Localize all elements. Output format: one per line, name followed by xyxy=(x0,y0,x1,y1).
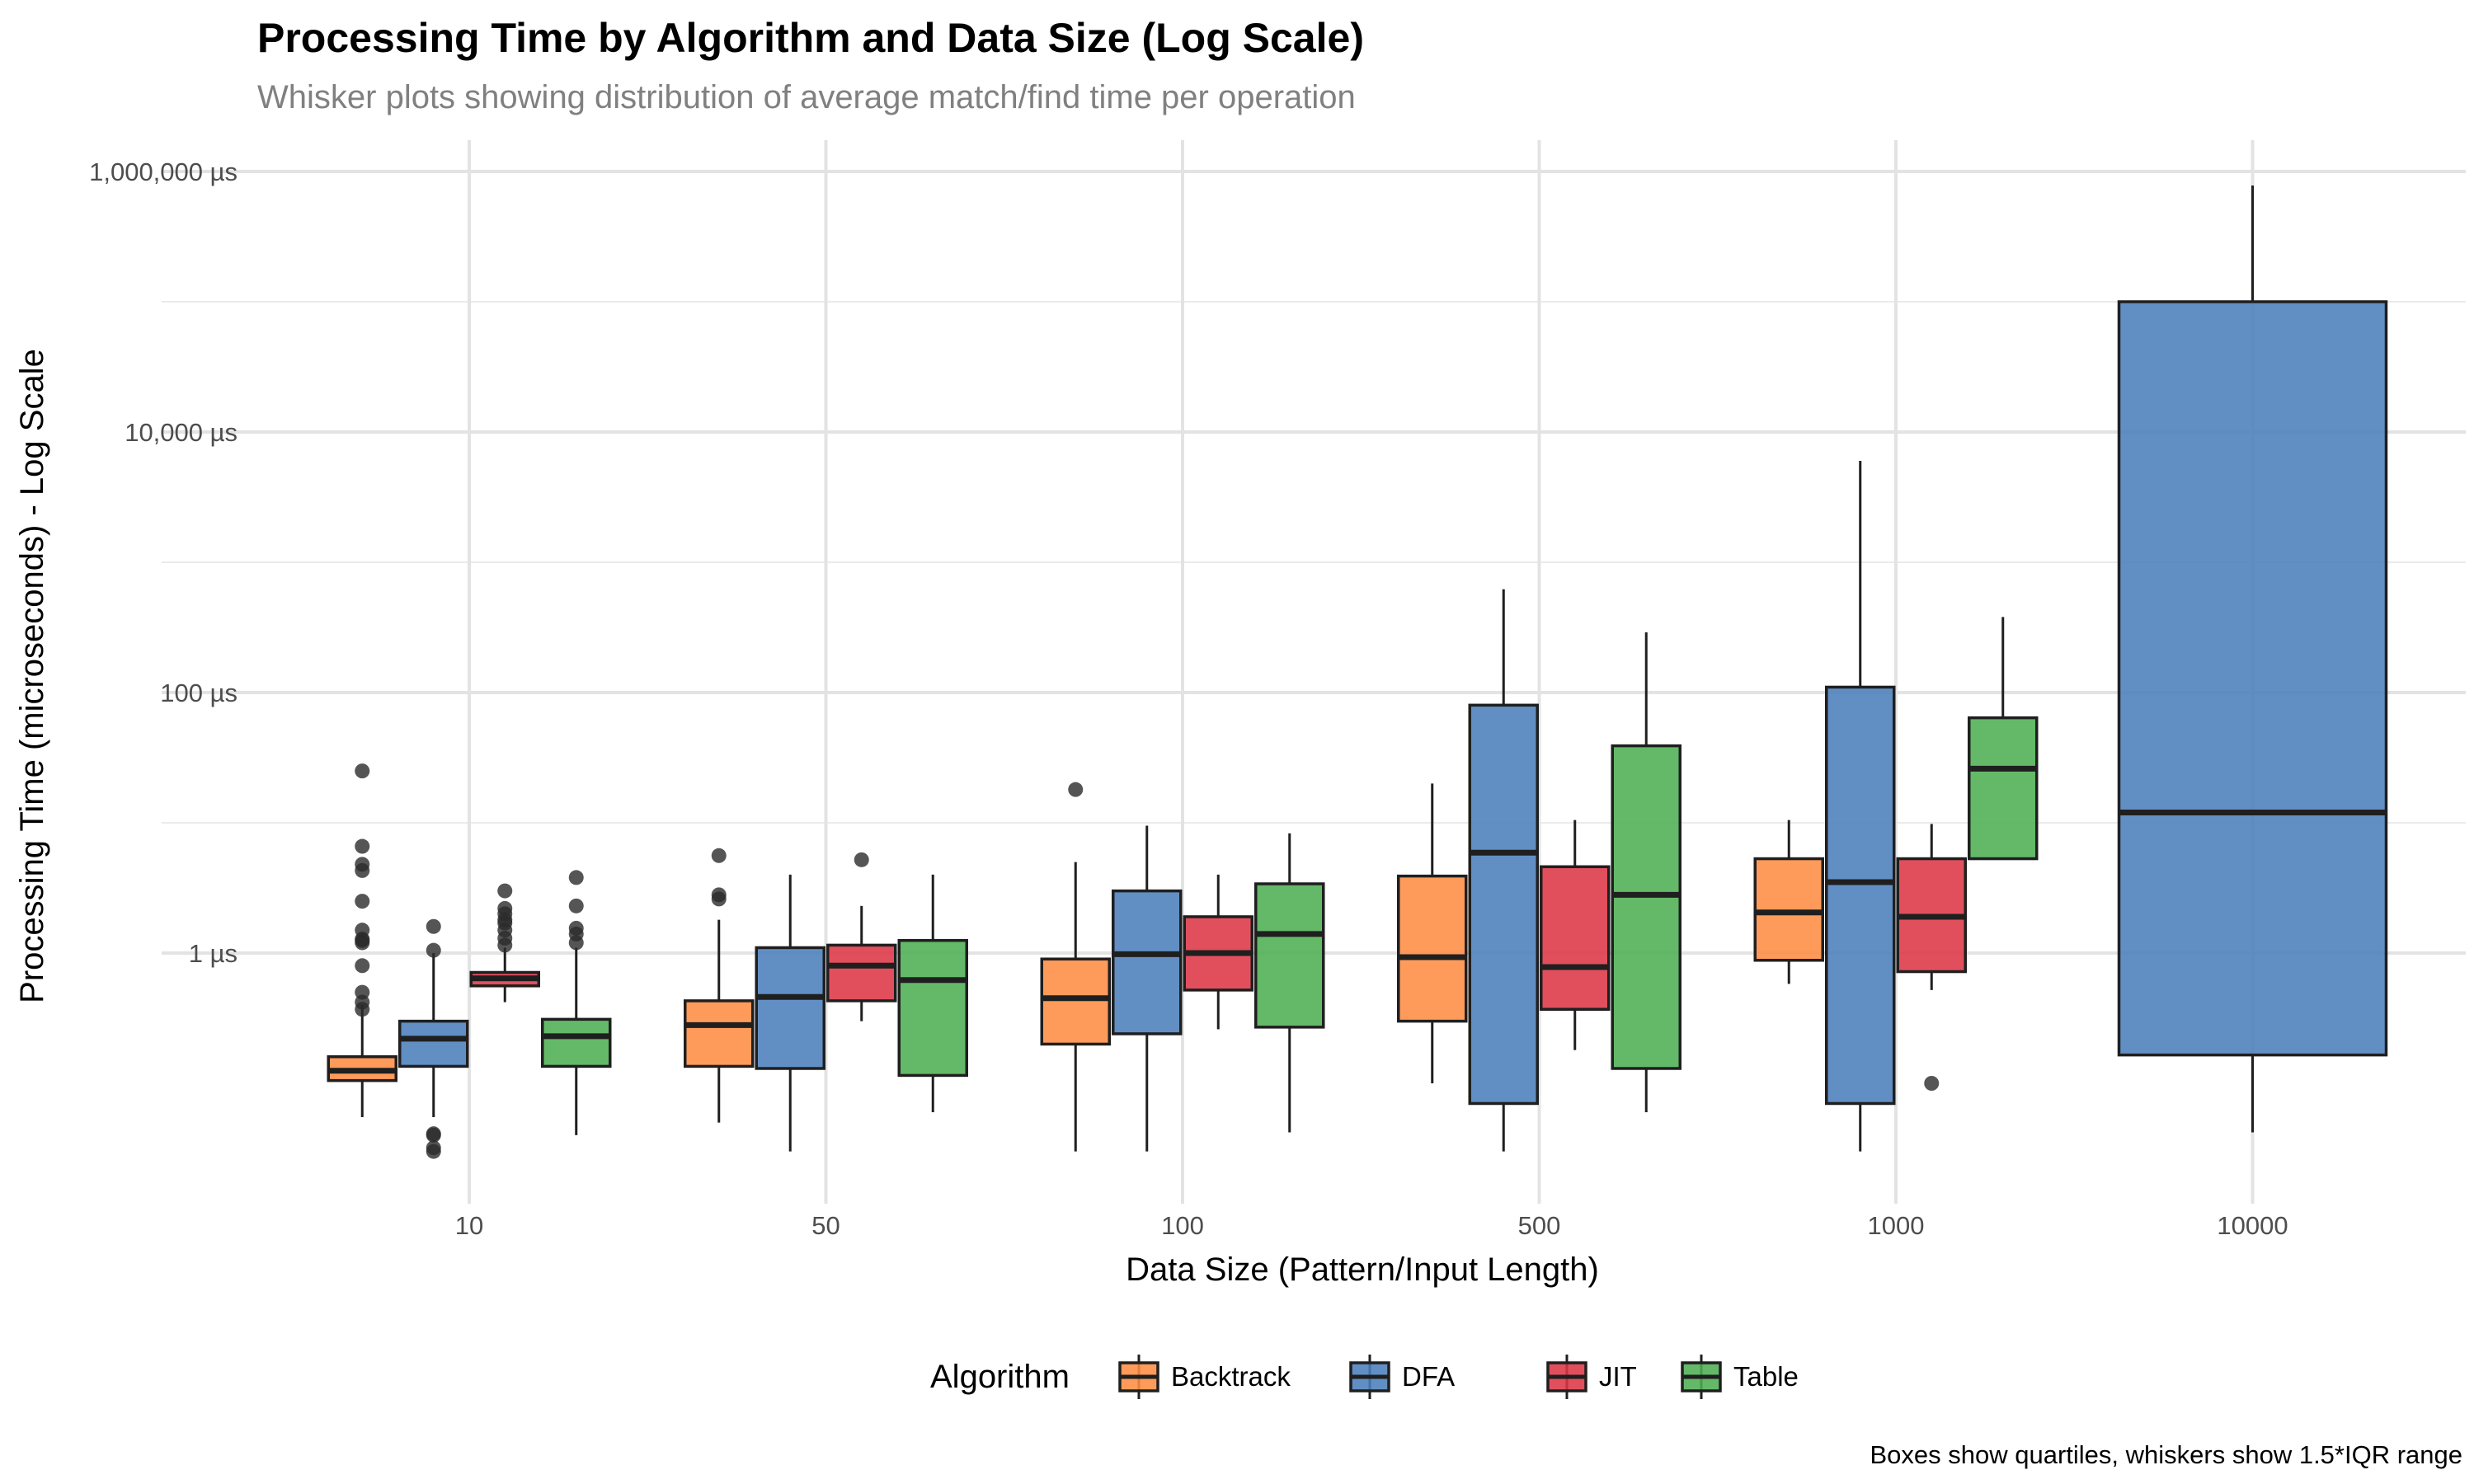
outlier-point xyxy=(497,900,513,916)
outlier-point xyxy=(568,920,584,936)
box-backtrack-50 xyxy=(684,848,755,1123)
box-body xyxy=(1254,882,1325,1029)
box-body xyxy=(1611,744,1681,1070)
box-table-1000 xyxy=(1968,617,2039,861)
outlier-point xyxy=(355,763,370,779)
box-body xyxy=(2117,300,2388,1057)
x-tick-label: 10000 xyxy=(2217,1211,2288,1240)
box-body xyxy=(1040,957,1111,1046)
box-body xyxy=(1968,716,2039,861)
legend-title: Algorithm xyxy=(930,1359,1070,1395)
outlier-point xyxy=(355,984,370,1000)
box-jit-500 xyxy=(1540,819,1611,1050)
box-body xyxy=(826,943,897,1003)
y-tick-label: 1,000,000 µs xyxy=(89,157,238,186)
y-tick-label: 100 µs xyxy=(160,679,238,707)
outlier-point xyxy=(568,870,584,885)
box-dfa-50 xyxy=(755,874,825,1152)
box-plots xyxy=(327,186,2388,1159)
chart-caption: Boxes show quartiles, whiskers show 1.5*… xyxy=(1870,1440,2463,1469)
box-body xyxy=(897,938,968,1078)
outlier-point xyxy=(854,852,869,867)
box-body xyxy=(1397,874,1468,1023)
box-table-500 xyxy=(1611,632,1681,1113)
box-backtrack-10 xyxy=(327,763,397,1118)
outlier-point xyxy=(426,918,441,934)
box-jit-1000 xyxy=(1896,824,1967,1091)
box-dfa-10000 xyxy=(2117,186,2388,1133)
x-tick-label: 100 xyxy=(1161,1211,1204,1240)
box-dfa-1000 xyxy=(1825,461,1896,1152)
legend-label: Table xyxy=(1733,1361,1799,1392)
outlier-point xyxy=(1924,1076,1940,1091)
outlier-point xyxy=(355,857,370,872)
box-body xyxy=(398,1019,469,1068)
box-jit-50 xyxy=(826,852,897,1021)
legend-label: JIT xyxy=(1599,1361,1637,1392)
box-body xyxy=(541,1017,612,1068)
box-dfa-10 xyxy=(398,918,469,1159)
outlier-point xyxy=(497,883,513,899)
legend: Algorithm Backtrack DFA JIT Table xyxy=(930,1355,1799,1399)
x-axis-label: Data Size (Pattern/Input Length) xyxy=(1126,1252,1599,1288)
box-jit-10 xyxy=(469,883,540,1003)
outlier-point xyxy=(1068,782,1084,797)
box-body xyxy=(1825,685,1896,1106)
outlier-point xyxy=(355,923,370,938)
box-backtrack-100 xyxy=(1040,782,1111,1152)
box-jit-100 xyxy=(1183,874,1253,1030)
outlier-point xyxy=(355,958,370,974)
outlier-point xyxy=(426,1126,441,1142)
box-body xyxy=(755,946,825,1070)
x-tick-label: 500 xyxy=(1518,1211,1561,1240)
outlier-point xyxy=(355,894,370,909)
legend-item-table: Table xyxy=(1681,1355,1799,1399)
legend-item-backtrack: Backtrack xyxy=(1118,1355,1291,1399)
chart-subtitle: Whisker plots showing distribution of av… xyxy=(257,79,1356,115)
outlier-point xyxy=(711,887,727,903)
y-tick-label: 10,000 µs xyxy=(125,418,238,447)
legend-label: Backtrack xyxy=(1171,1361,1291,1392)
box-table-100 xyxy=(1254,833,1325,1133)
legend-item-dfa: DFA xyxy=(1349,1355,1455,1399)
box-body xyxy=(1112,889,1183,1036)
box-table-10 xyxy=(541,870,612,1135)
box-table-50 xyxy=(897,874,968,1113)
box-dfa-500 xyxy=(1468,589,1539,1152)
box-backtrack-1000 xyxy=(1753,819,1824,984)
outlier-point xyxy=(355,838,370,854)
box-body xyxy=(1468,703,1539,1106)
box-body xyxy=(684,999,755,1068)
box-body xyxy=(1753,857,1824,962)
legend-label: DFA xyxy=(1402,1361,1455,1392)
legend-item-jit: JIT xyxy=(1546,1355,1637,1399)
x-axis-ticks: 10 50 100 500 1000 10000 xyxy=(455,1211,2288,1240)
chart-title: Processing Time by Algorithm and Data Si… xyxy=(257,15,1364,61)
outlier-point xyxy=(711,848,727,863)
outlier-point xyxy=(426,1140,441,1156)
outlier-point xyxy=(426,942,441,958)
box-dfa-100 xyxy=(1112,825,1183,1152)
y-tick-label: 1 µs xyxy=(189,939,238,968)
x-tick-label: 50 xyxy=(811,1211,840,1240)
x-tick-label: 10 xyxy=(455,1211,483,1240)
outlier-point xyxy=(568,898,584,913)
y-axis-label: Processing Time (microseconds) - Log Sca… xyxy=(14,349,50,1003)
x-tick-label: 1000 xyxy=(1868,1211,1925,1240)
box-body xyxy=(1540,865,1611,1011)
box-backtrack-500 xyxy=(1397,783,1468,1083)
y-axis-ticks: 1 µs 100 µs 10,000 µs 1,000,000 µs xyxy=(89,157,238,968)
